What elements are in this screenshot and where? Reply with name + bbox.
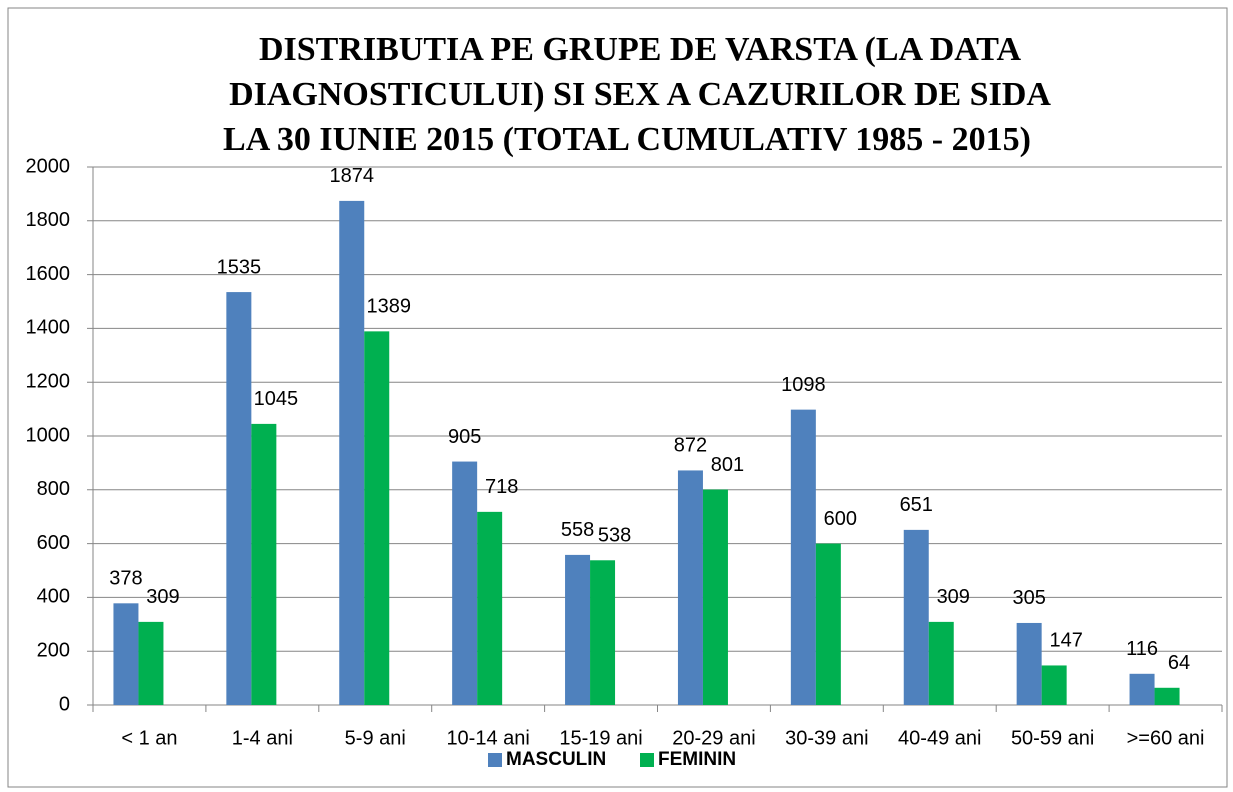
x-tick-label: 20-29 ani [672, 727, 755, 749]
data-label: 718 [485, 476, 518, 498]
chart-title: DIAGNOSTICULUI) SI SEX A CAZURILOR DE SI… [229, 76, 1051, 113]
data-label: 309 [937, 586, 970, 608]
y-tick-label: 0 [59, 693, 70, 715]
data-label: 1389 [367, 296, 412, 318]
x-tick-label: < 1 an [121, 727, 177, 749]
bar [1016, 622, 1042, 705]
bar [928, 621, 954, 705]
bar [677, 470, 703, 705]
data-label: 600 [824, 508, 857, 530]
data-label: 558 [561, 519, 594, 541]
x-tick-label: 30-39 ani [785, 727, 868, 749]
y-tick-label: 1800 [26, 209, 71, 231]
bar [138, 621, 164, 705]
bar [477, 511, 503, 705]
data-label: 305 [1012, 587, 1045, 609]
x-tick-label: 10-14 ani [446, 727, 529, 749]
chart-title: LA 30 IUNIE 2015 (TOTAL CUMULATIV 1985 -… [223, 121, 1031, 158]
y-tick-label: 600 [37, 532, 70, 554]
data-label: 872 [674, 435, 707, 457]
legend-swatch [640, 753, 654, 767]
data-label: 651 [900, 494, 933, 516]
data-label: 538 [598, 525, 631, 547]
y-tick-label: 800 [37, 478, 70, 500]
data-label: 309 [146, 586, 179, 608]
legend-label: MASCULIN [506, 749, 606, 770]
x-tick-label: 5-9 ani [345, 727, 406, 749]
x-tick-label: 15-19 ani [559, 727, 642, 749]
chart-border [7, 7, 1228, 788]
x-tick-label: 1-4 ani [232, 727, 293, 749]
legend-swatch [488, 753, 502, 767]
bar [565, 554, 591, 705]
data-label: 116 [1126, 638, 1158, 660]
bar [1129, 673, 1155, 705]
chart-title: DISTRIBUTIA PE GRUPE DE VARSTA (LA DATA [259, 31, 1021, 68]
bar [1041, 665, 1067, 705]
y-tick-label: 1600 [26, 263, 71, 285]
y-tick-label: 1400 [26, 317, 71, 339]
bar [590, 560, 616, 705]
bar [364, 331, 390, 705]
data-label: 378 [109, 568, 142, 590]
bar [452, 461, 478, 705]
x-tick-label: 50-59 ani [1011, 727, 1094, 749]
bar [226, 292, 252, 705]
y-tick-label: 1000 [26, 424, 71, 446]
legend-label: FEMININ [658, 749, 736, 770]
y-tick-label: 200 [37, 639, 70, 661]
bar [903, 529, 929, 705]
bar [1154, 687, 1180, 705]
data-label: 147 [1049, 630, 1082, 652]
data-label: 1535 [217, 256, 262, 278]
data-label: 1045 [254, 388, 299, 410]
x-tick-label: >=60 ani [1127, 727, 1205, 749]
y-tick-label: 1200 [26, 370, 71, 392]
y-tick-label: 400 [37, 586, 70, 608]
data-label: 905 [448, 426, 481, 448]
bar [790, 409, 816, 705]
bar [251, 423, 277, 705]
bar [702, 489, 728, 705]
y-tick-label: 2000 [26, 155, 71, 177]
data-label: 801 [711, 454, 744, 476]
data-label: 64 [1168, 652, 1190, 674]
bar [815, 543, 841, 705]
data-label: 1874 [330, 165, 375, 187]
data-label: 1098 [781, 374, 826, 396]
bar [339, 200, 365, 706]
bar [113, 603, 139, 705]
x-tick-label: 40-49 ani [898, 727, 981, 749]
